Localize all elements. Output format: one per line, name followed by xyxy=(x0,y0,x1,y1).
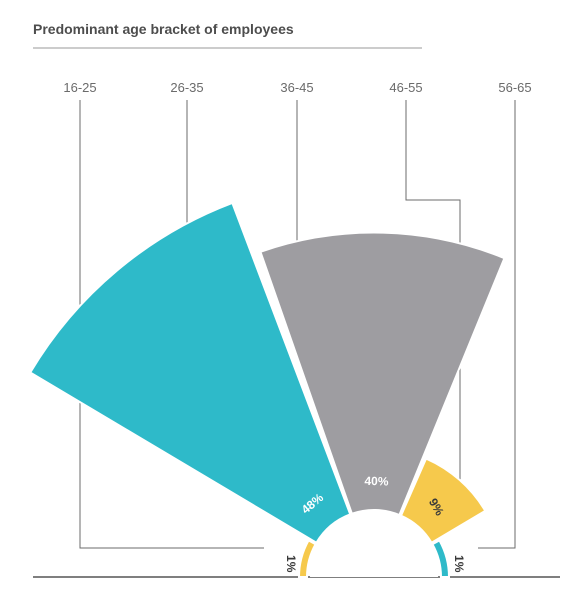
sector-56-65 xyxy=(431,538,451,578)
sector-16-25 xyxy=(297,538,317,578)
tick-label-36-45: 36-45 xyxy=(280,80,313,95)
tick-label-56-65: 56-65 xyxy=(498,80,531,95)
chart-title: Predominant age bracket of employees xyxy=(33,21,294,37)
tick-label-46-55: 46-55 xyxy=(389,80,422,95)
value-label-36-45: 40% xyxy=(364,474,389,489)
connector-56-65 xyxy=(478,100,516,549)
chart-hub xyxy=(310,513,438,577)
tick-label-16-25: 16-25 xyxy=(63,80,96,95)
tick-label-26-35: 26-35 xyxy=(170,80,203,95)
sector-26-35 xyxy=(28,201,352,545)
value-label-56-65: 1% xyxy=(452,555,466,573)
value-label-16-25: 1% xyxy=(284,555,298,573)
sector-36-45 xyxy=(259,231,506,517)
sector-46-55 xyxy=(399,457,487,545)
connector-16-25 xyxy=(79,100,264,549)
